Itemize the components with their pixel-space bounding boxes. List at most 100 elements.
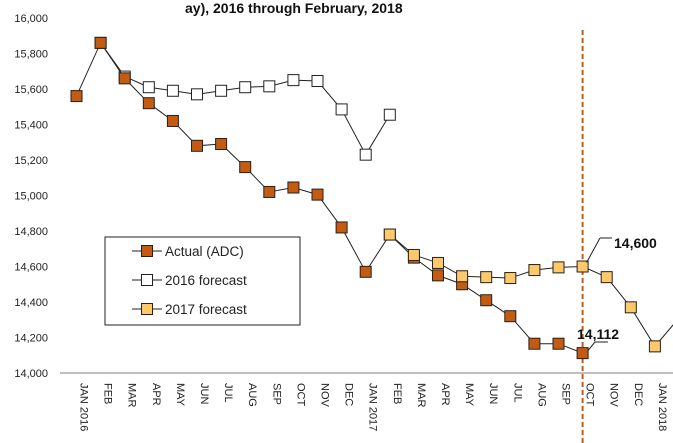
legend-box — [104, 236, 301, 326]
y-tick-label: 15,400 — [14, 120, 48, 132]
y-tick-label: 14,800 — [14, 226, 48, 238]
data-point — [142, 97, 155, 110]
x-tick-label: FEB — [391, 383, 403, 404]
legend-label: Actual (ADC) — [165, 244, 244, 259]
x-tick-label: JAN 2016 — [78, 383, 90, 431]
data-point — [215, 138, 228, 151]
data-point — [576, 347, 589, 360]
x-tick-label: MAY — [463, 383, 475, 407]
data-point — [263, 185, 276, 198]
x-tick-label: JAN 2017 — [367, 383, 379, 431]
x-tick-label: JUL — [222, 383, 234, 403]
x-tick-label: JAN 2018 — [656, 383, 668, 431]
data-point — [576, 260, 589, 273]
data-point — [383, 108, 396, 121]
data-point — [70, 90, 83, 103]
data-point — [552, 337, 565, 350]
x-tick-label: MAY — [174, 383, 186, 407]
x-tick-label: NOV — [319, 383, 331, 408]
y-tick-label: 14,400 — [14, 297, 48, 309]
legend-item: Actual (ADC) — [132, 244, 244, 259]
data-point — [215, 84, 228, 97]
data-point — [239, 81, 252, 94]
data-point — [432, 269, 444, 282]
data-point — [311, 75, 324, 88]
x-tick-label: SEP — [560, 383, 572, 405]
callout-label: 14,600 — [614, 235, 657, 251]
data-point — [142, 81, 155, 94]
data-point — [359, 148, 372, 161]
x-tick-label: OCT — [294, 383, 306, 407]
data-point — [335, 221, 348, 234]
callout-label: 14,112 — [577, 326, 619, 342]
legend: Actual (ADC) 2016 forecast 2017 forecast — [104, 236, 301, 326]
x-tick-label: AUG — [535, 383, 547, 407]
data-point — [335, 103, 348, 116]
y-axis: 14,000 14,200 14,400 14,600 14,800 15,000 15,2… — [14, 13, 48, 380]
y-tick-label: 16,000 — [14, 13, 48, 25]
y-tick-label: 15,000 — [14, 191, 48, 203]
x-tick-label: JUL — [511, 383, 523, 403]
annotations: 14,600 14,112 — [577, 235, 657, 352]
data-point — [383, 228, 396, 241]
x-tick-label: SEP — [270, 383, 282, 405]
x-tick-label: NOV — [608, 383, 620, 408]
callout-leader — [587, 341, 596, 352]
legend-marker — [141, 303, 153, 315]
data-point — [600, 271, 613, 284]
data-point — [648, 340, 661, 353]
chart-title: ay), 2016 through February, 2018 — [185, 0, 403, 16]
x-tick-label: OCT — [584, 383, 596, 407]
y-tick-label: 14,600 — [14, 262, 48, 274]
data-point — [94, 36, 107, 49]
data-point — [624, 301, 637, 314]
data-point — [528, 264, 541, 277]
data-point — [191, 88, 203, 101]
series-2017-forecast — [383, 228, 673, 353]
y-tick-label: 15,200 — [14, 155, 48, 167]
x-tick-label: JUN — [487, 383, 499, 404]
data-point — [118, 72, 131, 85]
data-point — [287, 74, 300, 87]
x-tick-label: DEC — [632, 383, 644, 406]
data-point — [456, 270, 469, 283]
legend-marker — [141, 245, 153, 257]
data-point — [166, 84, 179, 97]
data-point — [311, 188, 324, 201]
x-tick-label: JUN — [198, 383, 210, 404]
data-point — [191, 139, 203, 152]
x-axis: JAN 2016 FEB MAR APR MAY JUN JUL AUG SEP OCT NOV DE… — [60, 372, 673, 431]
legend-item: 2017 forecast — [132, 302, 247, 317]
x-tick-label: FEB — [102, 383, 114, 404]
x-tick-label: APR — [439, 383, 451, 406]
legend-label: 2017 forecast — [165, 302, 247, 317]
y-tick-label: 14,000 — [14, 368, 48, 380]
data-point — [166, 114, 179, 127]
data-point — [480, 294, 493, 307]
x-tick-label: AUG — [246, 383, 258, 407]
data-point — [432, 256, 444, 269]
plot-area — [70, 36, 673, 360]
x-tick-label: DEC — [343, 383, 355, 406]
y-tick-label: 14,200 — [14, 333, 48, 345]
data-point — [528, 337, 541, 350]
series-actual-adc — [70, 36, 589, 360]
x-tick-label: MAR — [126, 383, 138, 408]
series-line — [389, 234, 673, 348]
data-point — [407, 248, 420, 261]
data-point — [504, 310, 517, 323]
y-tick-label: 15,800 — [14, 49, 48, 61]
y-tick-label: 15,600 — [14, 84, 48, 96]
callout-leader — [586, 237, 601, 263]
data-point — [263, 80, 276, 93]
legend-item: 2016 forecast — [132, 273, 247, 288]
series-2016-forecast — [94, 36, 396, 161]
data-point — [359, 265, 372, 278]
legend-marker — [141, 274, 153, 286]
x-tick-label: APR — [150, 383, 162, 406]
data-point — [504, 272, 517, 285]
data-point — [480, 271, 493, 284]
data-point — [287, 181, 300, 194]
x-tick-label: MAR — [415, 383, 427, 408]
